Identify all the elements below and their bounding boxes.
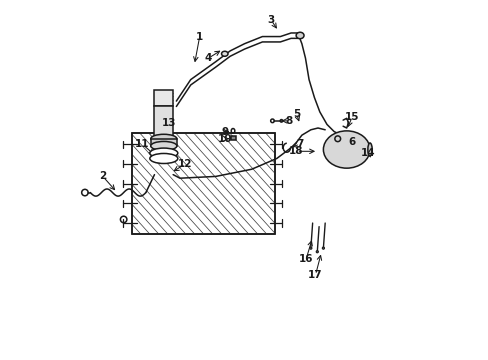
Bar <box>131 134 274 234</box>
Ellipse shape <box>322 247 324 249</box>
Ellipse shape <box>323 131 369 168</box>
Bar <box>131 134 274 234</box>
Text: 5: 5 <box>292 109 300 119</box>
Ellipse shape <box>150 134 177 143</box>
Text: 15: 15 <box>344 112 359 122</box>
Ellipse shape <box>149 153 178 163</box>
Text: 3: 3 <box>267 15 274 26</box>
Ellipse shape <box>309 247 311 249</box>
Text: 14: 14 <box>360 148 375 158</box>
Bar <box>150 139 177 146</box>
Ellipse shape <box>296 32 304 39</box>
Text: 18: 18 <box>289 146 303 156</box>
Bar <box>230 136 235 140</box>
Text: 16: 16 <box>298 254 313 264</box>
Ellipse shape <box>367 143 371 156</box>
Text: 9: 9 <box>221 127 228 136</box>
Bar <box>154 90 173 107</box>
Text: 11: 11 <box>135 139 149 149</box>
Ellipse shape <box>149 148 178 158</box>
Ellipse shape <box>316 251 318 253</box>
Text: 12: 12 <box>178 159 192 169</box>
Ellipse shape <box>221 51 227 56</box>
Text: 13: 13 <box>162 118 176 128</box>
Ellipse shape <box>280 120 282 122</box>
Text: 2: 2 <box>99 171 106 181</box>
Ellipse shape <box>150 141 177 150</box>
Bar <box>154 107 173 139</box>
Text: 6: 6 <box>348 138 355 147</box>
Text: 17: 17 <box>307 270 322 280</box>
Text: 10: 10 <box>217 134 231 144</box>
Text: 4: 4 <box>204 53 212 63</box>
Text: 7: 7 <box>296 139 303 149</box>
Text: 8: 8 <box>285 116 292 126</box>
Text: 1: 1 <box>196 32 203 41</box>
